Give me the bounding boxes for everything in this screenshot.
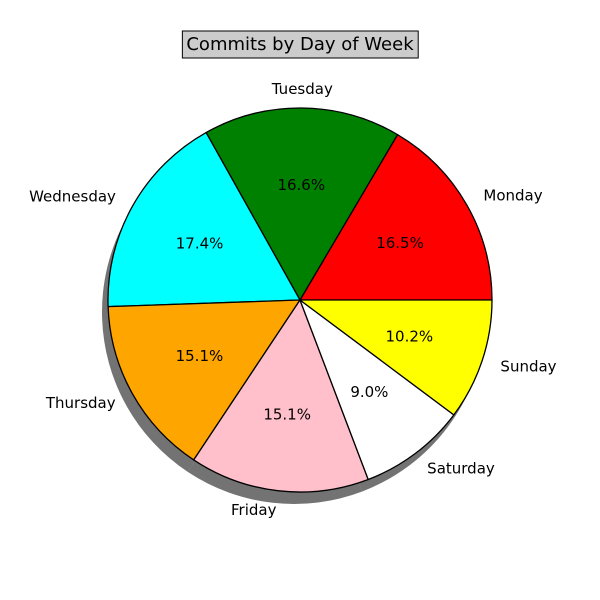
pie-label-sunday: Sunday — [500, 358, 556, 376]
pie-labels: Monday 16.5% Tuesday 16.6% Wednesday 17.4% Thu… — [29, 80, 557, 519]
pie-label-saturday: Saturday — [427, 460, 495, 478]
pie-slice-thursday — [107, 299, 301, 461]
pie-label-friday: Friday — [231, 501, 277, 519]
pie-slices — [107, 107, 493, 493]
pie-label-thursday: Thursday — [45, 394, 116, 412]
pie-percent-sunday: 10.2% — [385, 327, 433, 345]
pie-slice-wednesday — [107, 131, 301, 308]
pie-slice-friday — [193, 299, 369, 493]
pie-percent-wednesday: 17.4% — [176, 235, 224, 253]
pie-slice-saturday — [299, 299, 455, 481]
pie-percent-monday: 16.5% — [376, 234, 424, 252]
pie-percent-thursday: 15.1% — [176, 347, 224, 365]
pie-label-tuesday: Tuesday — [271, 80, 333, 98]
pie-label-monday: Monday — [483, 186, 542, 204]
chart-title: Commits by Day of Week — [186, 34, 414, 55]
pie-percent-saturday: 9.0% — [350, 383, 388, 401]
pie-percent-friday: 15.1% — [263, 405, 311, 423]
pie-slice-monday — [299, 133, 493, 301]
pie-slice-sunday — [299, 299, 493, 416]
pie-label-wednesday: Wednesday — [29, 187, 116, 205]
chart-title-box — [181, 30, 419, 59]
pie-slice-tuesday — [205, 107, 399, 301]
pie-percent-tuesday: 16.6% — [277, 176, 325, 194]
